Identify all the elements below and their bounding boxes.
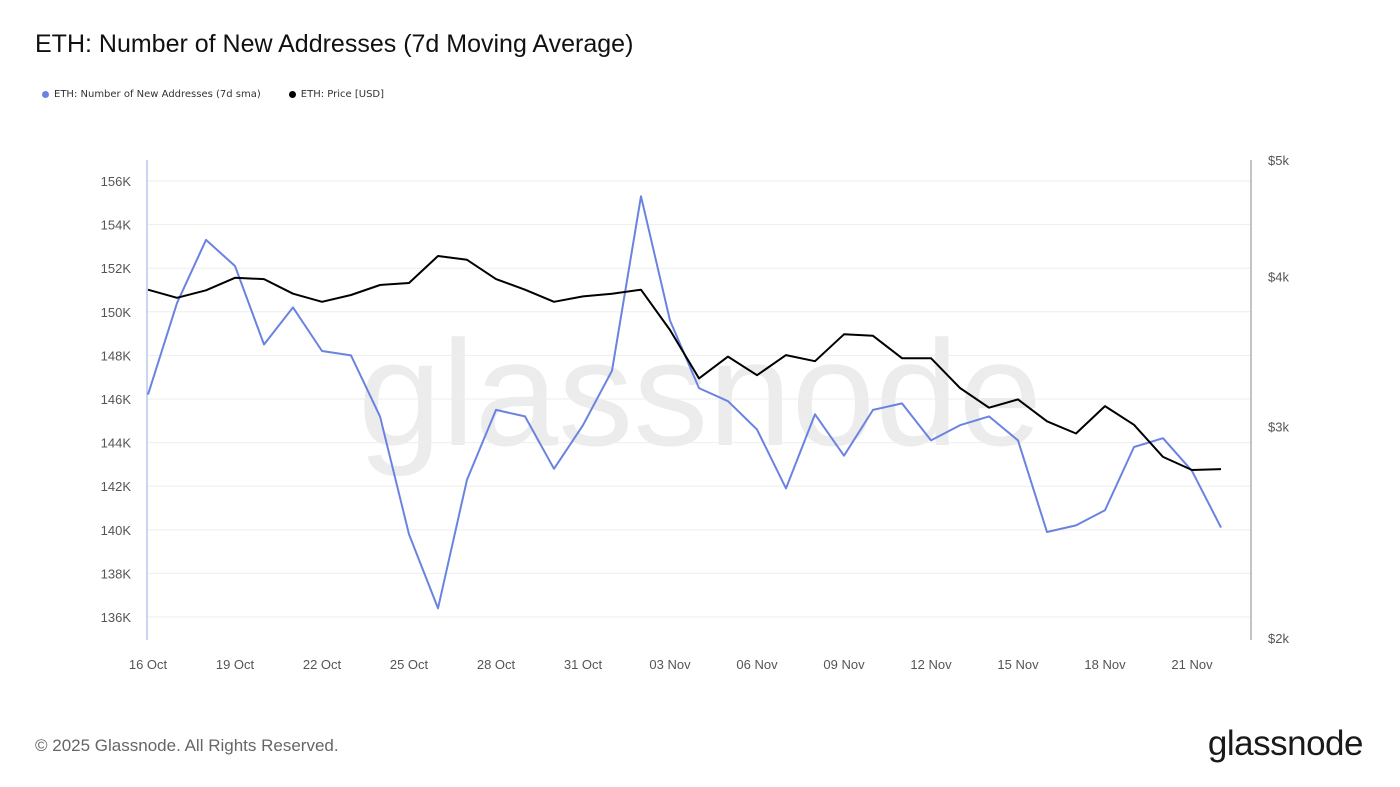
y-left-tick-label: 140K — [101, 523, 132, 538]
legend-label: ETH: Number of New Addresses (7d sma) — [54, 89, 261, 100]
x-tick-label: 16 Oct — [129, 657, 168, 672]
x-tick-label: 22 Oct — [303, 657, 342, 672]
y-right-tick-label: $4k — [1268, 269, 1289, 284]
chart-title: ETH: Number of New Addresses (7d Moving … — [35, 30, 634, 58]
x-tick-label: 25 Oct — [390, 657, 429, 672]
y-right-tick-label: $2k — [1268, 631, 1289, 646]
y-left-tick-label: 156K — [101, 174, 132, 189]
legend-item-new-addresses[interactable]: ETH: Number of New Addresses (7d sma) — [42, 89, 261, 100]
series-line-price — [147, 255, 1222, 471]
y-right-tick-label: $3k — [1268, 420, 1289, 435]
y-left-tick-label: 138K — [101, 566, 132, 581]
x-tick-label: 21 Nov — [1171, 657, 1213, 672]
y-left-tick-label: 152K — [101, 261, 132, 276]
chart-plot: glassnode 136K 138K 140K 142K 144K 146K 148K 15… — [101, 153, 1290, 672]
x-tick-label: 12 Nov — [910, 657, 952, 672]
legend-item-price[interactable]: ETH: Price [USD] — [288, 89, 385, 100]
y-left-tick-label: 154K — [101, 218, 132, 233]
glassnode-logo: glassnode — [1207, 724, 1364, 763]
legend-marker-new-addresses — [42, 91, 49, 98]
x-tick-label: 28 Oct — [477, 657, 516, 672]
legend: ETH: Number of New Addresses (7d sma) ET… — [42, 89, 384, 100]
legend-marker-price — [288, 91, 296, 98]
copyright: © 2025 Glassnode. All Rights Reserved. — [35, 736, 339, 755]
y-left-tick-label: 142K — [101, 479, 132, 494]
x-tick-label: 31 Oct — [564, 657, 603, 672]
x-tick-label: 03 Nov — [649, 657, 691, 672]
x-tick-label: 06 Nov — [736, 657, 778, 672]
legend-label: ETH: Price [USD] — [300, 89, 385, 100]
x-tick-label: 09 Nov — [823, 657, 865, 672]
watermark: glassnode — [358, 309, 1042, 477]
y-left-tick-label: 136K — [101, 610, 132, 625]
y-left-tick-label: 148K — [101, 348, 132, 363]
y-left-tick-label: 150K — [101, 305, 132, 320]
x-tick-label: 19 Oct — [216, 657, 255, 672]
x-tick-label: 18 Nov — [1084, 657, 1126, 672]
y-right-tick-label: $5k — [1268, 153, 1289, 168]
y-left-tick-label: 144K — [101, 436, 132, 451]
x-tick-label: 15 Nov — [997, 657, 1039, 672]
y-left-tick-label: 146K — [101, 392, 132, 407]
